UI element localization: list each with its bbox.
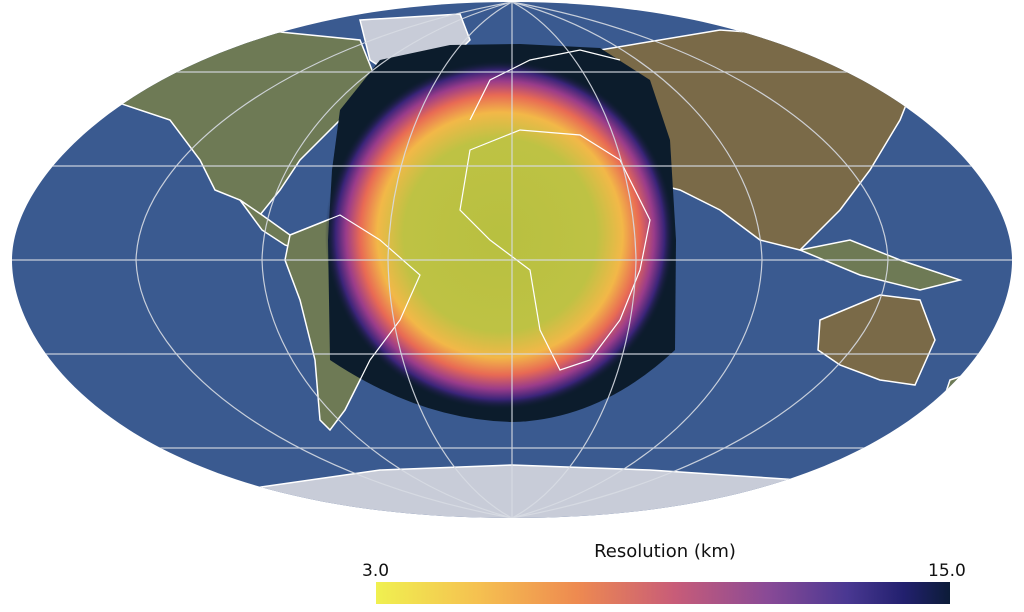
colorbar-min-label: 3.0 [362,561,390,581]
world-map [12,2,1012,518]
australia [817,294,936,386]
colorbar-gradient [376,582,950,604]
southeast-asia [797,239,963,291]
resolution-gradient [325,60,675,410]
colorbar-title: Resolution (km) [594,541,736,562]
region-coastlines [289,49,651,411]
colorbar-max-label: 15.0 [928,561,966,581]
colorbar [376,582,950,604]
